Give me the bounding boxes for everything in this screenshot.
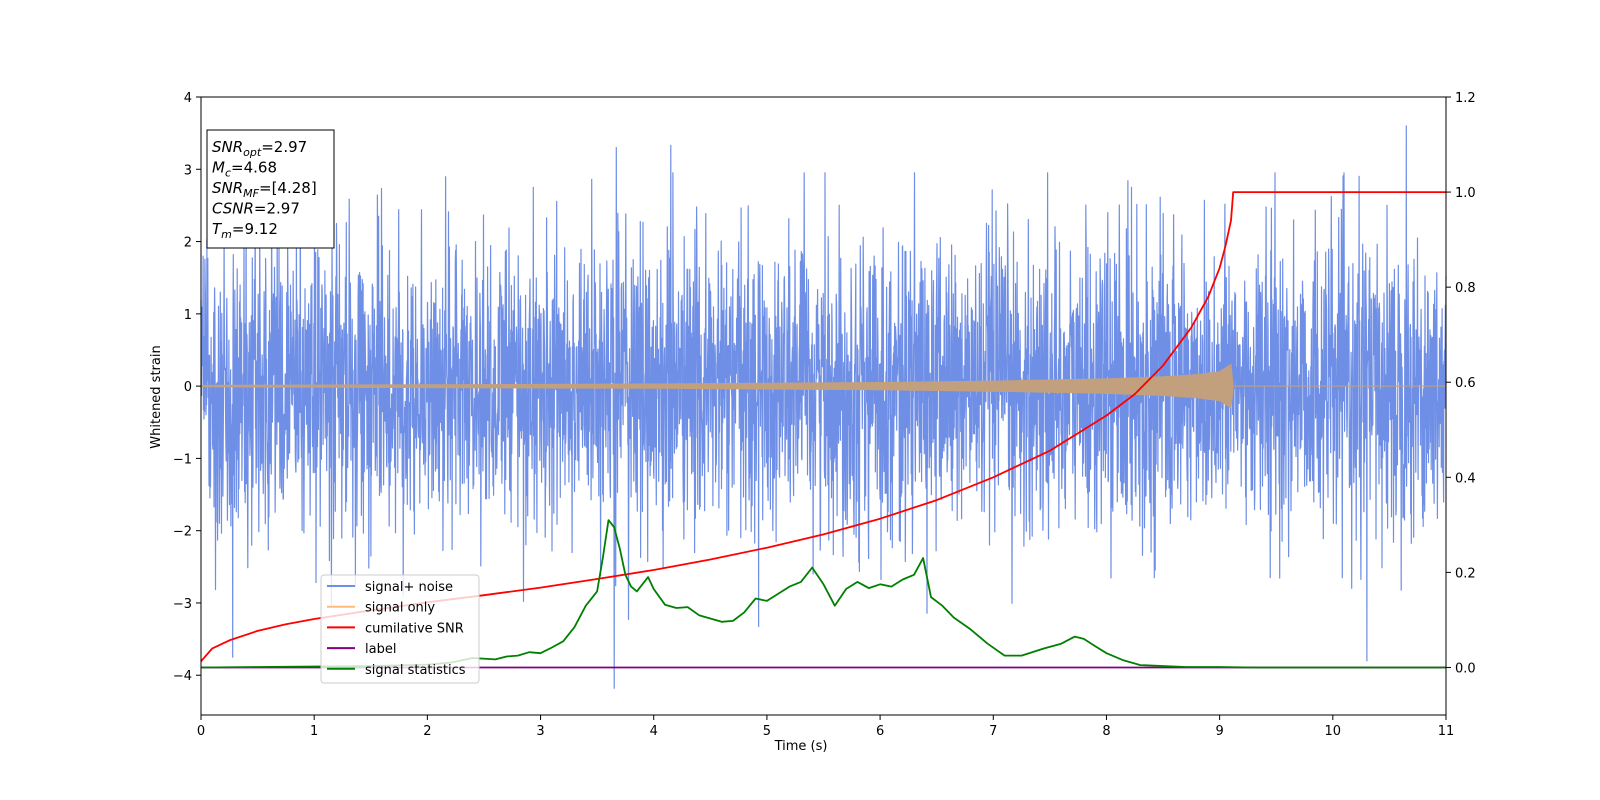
x-tick-label: 10 <box>1325 724 1342 739</box>
y-tick-label: −2 <box>173 525 192 540</box>
legend-entry-label: label <box>365 642 396 657</box>
x-tick-label: 2 <box>423 724 431 739</box>
x-tick-label: 9 <box>1215 724 1223 739</box>
x-tick-label: 8 <box>1102 724 1110 739</box>
y2-tick-label: 0.0 <box>1455 661 1476 676</box>
legend-entry-label: signal only <box>365 601 435 616</box>
x-tick-label: 7 <box>989 724 997 739</box>
y2-tick-label: 1.2 <box>1455 91 1476 106</box>
axes: 0 1 2 3 4 5 6 7 8 9 10 1143210−1−2−3−41.21.00.80.60… <box>173 91 1476 739</box>
legend: signal+ noise signal only cumilative SNR la… <box>320 574 480 684</box>
x-tick-label: 6 <box>876 724 884 739</box>
y2-tick-label: 0.2 <box>1455 566 1476 581</box>
legend-entry-label: signal+ noise <box>365 580 453 595</box>
y2-tick-label: 0.6 <box>1455 376 1476 391</box>
y-tick-label: −4 <box>173 669 192 684</box>
y-tick-label: −3 <box>173 597 192 612</box>
x-tick-label: 4 <box>650 724 658 739</box>
series-signal-statistics <box>200 519 1446 669</box>
x-axis-label: Time (s) <box>774 739 828 754</box>
y-tick-label: 0 <box>184 380 192 395</box>
y-tick-label: 2 <box>184 236 192 251</box>
legend-entry-label: cumilative SNR <box>365 621 464 636</box>
legend-frame <box>320 574 480 684</box>
y-axis-label: Whitened strain <box>149 345 164 448</box>
x-tick-label: 1 <box>310 724 318 739</box>
y-tick-label: −1 <box>173 452 192 467</box>
annotation-line: SNRopt=2.97 <box>212 138 307 159</box>
x-tick-label: 0 <box>197 724 205 739</box>
y2-tick-label: 1.0 <box>1455 186 1476 201</box>
y2-tick-label: 0.4 <box>1455 471 1476 486</box>
y2-tick-label: 0.8 <box>1455 281 1476 296</box>
series-signal-noise <box>200 125 1447 689</box>
x-tick-label: 5 <box>763 724 771 739</box>
annotation-line: Tm=9.12 <box>212 220 278 241</box>
annotation-frame <box>206 129 335 249</box>
y-tick-label: 1 <box>184 308 192 323</box>
y-tick-label: 4 <box>184 91 192 106</box>
annotation-line: Mc=4.68 <box>212 159 277 180</box>
x-tick-label: 11 <box>1438 724 1455 739</box>
plot-frame <box>200 96 1447 716</box>
y-tick-label: 3 <box>184 163 192 178</box>
annotation-line: SNRMF=[4.28] <box>212 179 317 200</box>
x-tick-label: 3 <box>536 724 544 739</box>
legend-entry-label: signal statistics <box>365 663 466 678</box>
annotation-line: CSNR=2.97 <box>212 200 300 218</box>
series-signal-only <box>200 363 1446 409</box>
